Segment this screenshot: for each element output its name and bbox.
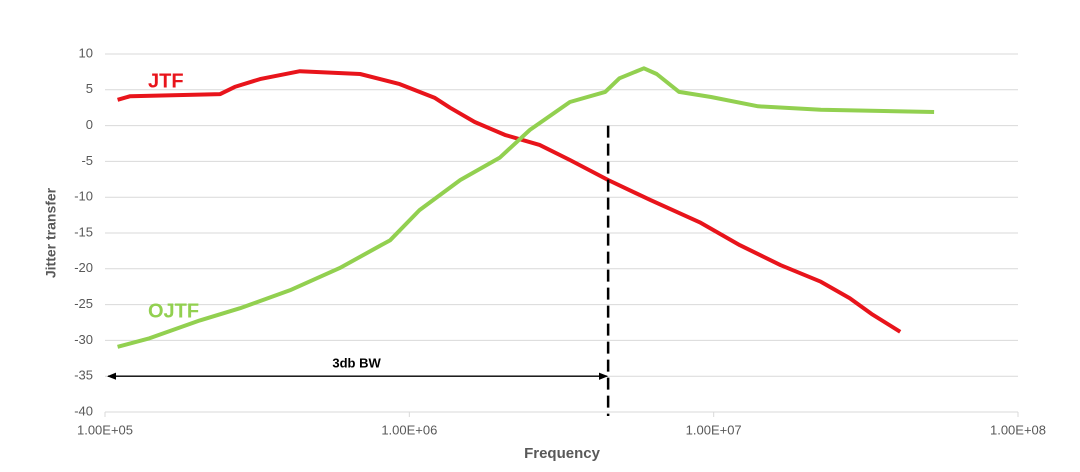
y-tick-label: 5: [86, 81, 93, 96]
x-tick-label: 1.00E+05: [77, 422, 133, 437]
y-tick-label: 0: [86, 117, 93, 132]
y-tick-label: -40: [74, 403, 93, 418]
series-label: OJTF: [148, 300, 199, 322]
series-line: [117, 69, 902, 334]
x-tick-label: 1.00E+07: [686, 422, 742, 437]
annotation-label: 3db BW: [332, 356, 381, 371]
y-tick-label: -20: [74, 260, 93, 275]
y-tick-label: -5: [81, 153, 93, 168]
y-tick-label: -35: [74, 368, 93, 383]
y-tick-label: -15: [74, 224, 93, 239]
series-label: JTF: [148, 70, 184, 92]
y-tick-label: -30: [74, 332, 93, 347]
y-tick-label: 10: [79, 45, 93, 60]
series-line: [117, 66, 935, 349]
y-axis-title: Jitter transfer: [43, 187, 59, 278]
y-tick-label: -10: [74, 189, 93, 204]
x-tick-label: 1.00E+06: [381, 422, 437, 437]
y-tick-label: -25: [74, 296, 93, 311]
x-tick-label: 1.00E+08: [990, 422, 1046, 437]
x-axis-title: Frequency: [524, 445, 601, 462]
